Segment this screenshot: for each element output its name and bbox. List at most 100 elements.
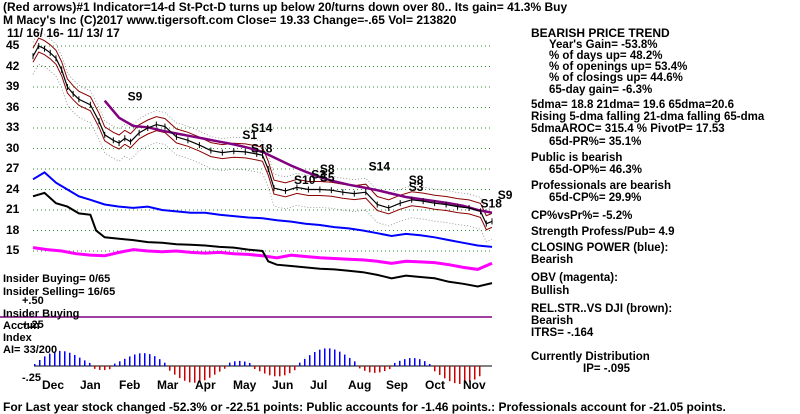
closing-power-label: CLOSING POWER (blue):: [531, 242, 669, 254]
accum-bar-84: [454, 366, 456, 384]
accum-bar-15: [109, 366, 111, 370]
accum-bar-27: [169, 366, 171, 371]
y-tick-27: 27: [6, 161, 20, 175]
accum-bar-60: [334, 349, 336, 366]
obv-status: Bullish: [531, 285, 570, 297]
accum-bar-88: [474, 366, 476, 380]
accum-bar-70: [384, 366, 386, 372]
accum-bar-3: [49, 353, 51, 366]
accum-bar-85: [459, 366, 461, 384]
x-month-mar: Mar: [157, 378, 179, 392]
accum-bar-54: [304, 358, 306, 366]
accum-bar-73: [399, 360, 401, 366]
accum-plus25: +.25: [22, 319, 44, 331]
signal-label-8: S14: [369, 159, 391, 173]
distribution-status: Currently Distribution: [531, 351, 650, 363]
accum-bar-19: [129, 356, 131, 366]
accum-bar-5: [59, 350, 61, 366]
accum-bar-18: [124, 358, 126, 366]
y-tick-15: 15: [6, 243, 20, 257]
relstr-status: Bearish: [531, 315, 574, 327]
signal-label-1: S14: [251, 121, 273, 135]
accum-bar-36: [214, 366, 216, 375]
op65: 65d-OP%= 46.3%: [549, 164, 643, 176]
closing-power-status: Bearish: [531, 254, 574, 266]
accum-bar-13: [99, 366, 101, 370]
accum-bar-6: [64, 351, 66, 366]
accum-bar-50: [284, 366, 286, 376]
obv-line: [32, 246, 493, 271]
signal-label-7: S5: [320, 170, 335, 184]
accum-bar-81: [439, 366, 441, 375]
accum-bar-72: [394, 362, 396, 366]
accum-bar-49: [279, 366, 281, 377]
y-tick-24: 24: [6, 181, 20, 196]
signal-label-4: S10: [294, 173, 316, 187]
x-month-jul: Jul: [310, 378, 328, 392]
accum-bar-11: [89, 362, 91, 366]
ai-value: AI= 33/200: [3, 344, 58, 356]
accum-bar-63: [349, 357, 351, 366]
pct-days-up: % of days up= 48.2%: [549, 50, 663, 62]
signal-label-10: S3: [409, 180, 424, 194]
accum-bar-39: [229, 362, 231, 366]
accum-bar-33: [199, 366, 201, 383]
y-tick-30: 30: [6, 140, 20, 155]
accum-bar-68: [374, 366, 376, 373]
x-month-jan: Jan: [80, 378, 101, 392]
y-tick-36: 36: [6, 99, 20, 114]
obv-label: OBV (magenta):: [531, 272, 618, 284]
signal-label-12: S18: [481, 196, 503, 210]
y-tick-39: 39: [6, 79, 20, 93]
accum-plus50: +.50: [22, 295, 44, 307]
accum-bar-9: [79, 357, 81, 366]
accum-bar-53: [299, 362, 301, 366]
accum-bar-82: [444, 366, 446, 379]
accum-bar-74: [404, 359, 406, 366]
lower-band: [32, 51, 493, 231]
accum-bar-57: [319, 349, 321, 366]
date-range: 11/ 16/ 16- 11/ 13/ 17: [7, 26, 120, 40]
accum-bar-10: [84, 360, 86, 366]
accum-bar-32: [194, 366, 196, 383]
accum-bar-67: [369, 366, 371, 373]
x-month-aug: Aug: [348, 378, 372, 392]
x-month-sep: Sep: [386, 378, 409, 392]
accum-bar-41: [239, 360, 241, 366]
accum-bar-30: [184, 366, 186, 381]
accum-bar-2: [44, 356, 46, 366]
accum-bar-16: [114, 363, 116, 366]
accum-bar-28: [174, 366, 176, 375]
x-month-nov: Nov: [463, 378, 486, 392]
relative-strength-line: [32, 191, 493, 288]
x-month-may: May: [233, 378, 257, 392]
accum-bar-80: [434, 366, 436, 372]
closing-power-line: [32, 171, 493, 248]
signal-label-5: S8: [320, 162, 335, 176]
accum-bar-17: [119, 361, 121, 366]
y-tick-21: 21: [6, 202, 20, 216]
accum-bar-31: [189, 366, 191, 383]
signal-label-0: S9: [128, 90, 143, 104]
lower-outer-band: [32, 63, 493, 243]
accum-bar-7: [69, 352, 71, 366]
accum-bar-0: [34, 364, 36, 366]
signal-label-6: S3: [311, 168, 326, 182]
upper-outer-band: [32, 31, 493, 211]
accum-bar-22: [144, 353, 146, 366]
y-tick-33: 33: [6, 120, 20, 134]
aroc-pivot: 5dmaAROC= 315.4 % PivotP= 17.53: [531, 123, 725, 135]
accum-bar-51: [289, 366, 291, 374]
accum-bar-58: [324, 348, 326, 366]
accum-bar-65: [359, 366, 361, 369]
signal-label-11: S9: [498, 188, 513, 202]
accum-bar-38: [224, 366, 226, 369]
y-tick-45: 45: [6, 38, 20, 52]
accum-bar-89: [479, 366, 481, 377]
footer-summary: For Last year stock changed -52.3% or -2…: [3, 400, 726, 414]
accum-bar-76: [414, 358, 416, 366]
strength: Strength Profess/Pub= 4.9: [531, 226, 675, 238]
pr65: 65d-PR%= 35.1%: [549, 136, 642, 148]
